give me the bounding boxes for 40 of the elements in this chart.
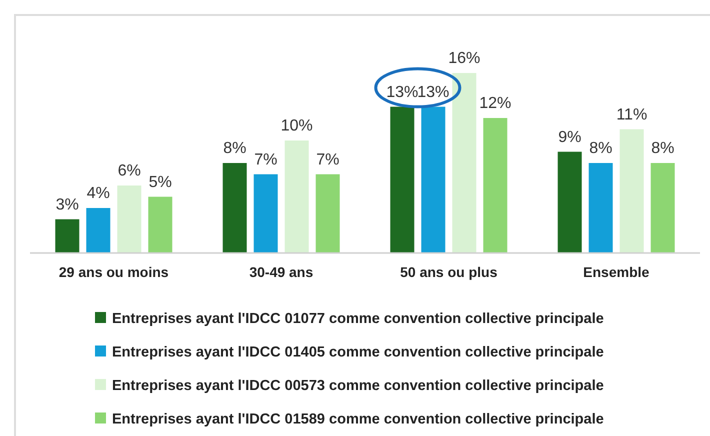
data-label: 7% bbox=[316, 151, 340, 168]
bar bbox=[222, 163, 247, 253]
x-tick-label: 30-49 ans bbox=[249, 264, 314, 280]
data-label: 6% bbox=[118, 162, 141, 180]
bar bbox=[390, 106, 414, 253]
data-label: 8% bbox=[223, 140, 246, 157]
data-label: 7% bbox=[254, 151, 278, 168]
bar bbox=[316, 174, 340, 253]
bar bbox=[650, 163, 675, 253]
x-tick-label: Ensemble bbox=[583, 264, 650, 280]
data-label: 8% bbox=[589, 140, 612, 157]
bar bbox=[588, 163, 613, 253]
data-label: 10% bbox=[280, 118, 313, 134]
bar bbox=[620, 129, 644, 253]
legend-label: Entreprises ayant l'IDCC 01405 comme convention collective principale bbox=[112, 344, 604, 360]
legend-label: Entreprises ayant l'IDCC 01077 comme convention collective principale bbox=[112, 311, 604, 327]
data-label: 3% bbox=[56, 196, 79, 214]
bar bbox=[483, 118, 508, 253]
bar bbox=[148, 196, 172, 253]
data-label: 13% bbox=[417, 84, 450, 101]
x-tick-label: 50 ans ou plus bbox=[400, 264, 498, 280]
data-label: 9% bbox=[558, 128, 582, 146]
data-label: 12% bbox=[479, 95, 512, 112]
bar bbox=[55, 219, 80, 253]
bar bbox=[117, 186, 142, 253]
legend-label: Entreprises ayant l'IDCC 00573 comme convention collective principale bbox=[112, 378, 604, 394]
bar bbox=[254, 174, 278, 253]
bar bbox=[452, 73, 476, 253]
bar bbox=[421, 106, 446, 253]
bar bbox=[558, 152, 582, 253]
bar bbox=[284, 140, 309, 253]
data-label: 16% bbox=[448, 50, 480, 67]
bar bbox=[86, 208, 110, 253]
legend-label: Entreprises ayant l'IDCC 01589 comme convention collective principale bbox=[112, 412, 604, 428]
data-label: 13% bbox=[386, 84, 418, 101]
data-label: 8% bbox=[651, 140, 674, 157]
data-label: 5% bbox=[148, 174, 172, 191]
data-label: 4% bbox=[86, 185, 110, 202]
x-tick-label: 29 ans ou moins bbox=[58, 264, 169, 280]
data-label: 11% bbox=[616, 106, 648, 124]
